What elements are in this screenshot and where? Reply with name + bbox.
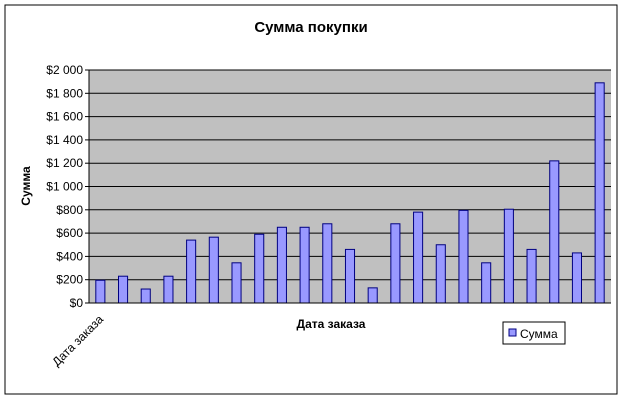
bar	[95, 279, 106, 304]
bar	[594, 82, 605, 304]
bar	[140, 288, 151, 304]
y-tick-label: $1 400	[46, 133, 83, 147]
y-axis-title: Сумма	[19, 166, 33, 206]
bar	[231, 262, 242, 304]
y-tick-label: $2 000	[46, 63, 83, 77]
legend-swatch	[508, 328, 517, 337]
bar	[526, 248, 537, 304]
bar	[254, 233, 265, 304]
bar	[208, 236, 219, 304]
y-tick-label: $600	[56, 226, 83, 240]
bar	[299, 226, 310, 304]
y-tick-label: $800	[56, 203, 83, 217]
bar	[503, 208, 514, 304]
bar	[276, 226, 287, 304]
x-axis-title: Дата заказа	[297, 317, 366, 331]
y-tick-label: $400	[56, 249, 83, 263]
y-tick-label: $0	[70, 296, 84, 310]
bar	[413, 211, 424, 304]
legend: Сумма	[502, 321, 566, 345]
gridlines	[89, 69, 611, 281]
y-tick-label: $1 000	[46, 180, 83, 194]
bars	[95, 82, 605, 304]
bar	[571, 252, 582, 304]
y-tick-label: $1 200	[46, 156, 83, 170]
chart-title: Сумма покупки	[254, 19, 367, 36]
bar	[186, 239, 197, 304]
bar	[118, 275, 129, 304]
bar	[549, 160, 560, 304]
bar	[322, 223, 333, 304]
y-axis-ticks: $0 $200 $400 $600 $800 $1 000 $1 200 $1 400 $1 6…	[46, 63, 89, 310]
y-tick-label: $1 600	[46, 110, 83, 124]
legend-box	[502, 321, 566, 345]
legend-label: Сумма	[520, 327, 558, 341]
y-tick-label: $200	[56, 273, 83, 287]
bar	[481, 262, 492, 304]
bar	[344, 248, 356, 304]
y-tick-label: $1 800	[46, 86, 83, 100]
bar	[435, 244, 446, 304]
bar	[367, 287, 378, 304]
bar	[458, 209, 469, 304]
bar	[390, 223, 401, 304]
bar	[163, 275, 174, 304]
